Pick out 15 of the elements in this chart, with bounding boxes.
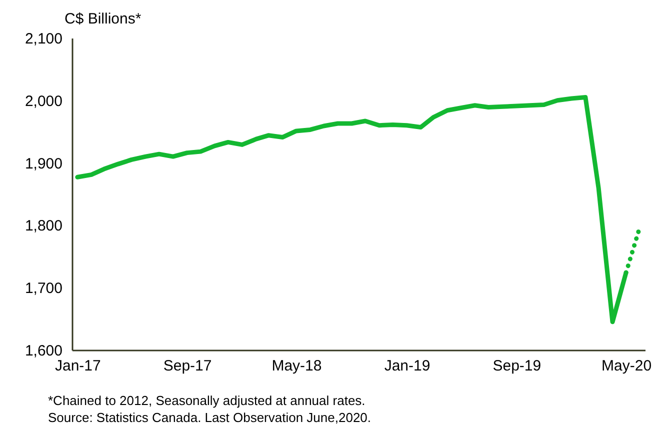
- y-tick-label: 2,000: [24, 92, 62, 110]
- y-tick-label: 1,900: [24, 155, 62, 172]
- x-tick-label: Sep-19: [492, 358, 542, 374]
- text: *Chained to 2012, Seasonally adjusted at annual rates.: [48, 393, 366, 408]
- x-tick-label: Jan-17: [54, 358, 101, 374]
- y-tick-label: 1,700: [24, 280, 62, 298]
- x-tick-label: Jan-19: [384, 358, 430, 374]
- source-note: Source: Statistics Canada. Last Observation June,2020.: [48, 410, 372, 425]
- y-tick-label: 2,100: [24, 30, 62, 48]
- y-tick-label: 1,600: [24, 342, 62, 360]
- x-tick-label: May-20: [602, 358, 652, 374]
- x-tick-label: May-18: [272, 358, 322, 374]
- y-tick-label: 1,800: [24, 218, 62, 235]
- y-axis-title: C$ Billions*: [64, 10, 142, 28]
- x-tick-label: Sep-17: [163, 358, 212, 374]
